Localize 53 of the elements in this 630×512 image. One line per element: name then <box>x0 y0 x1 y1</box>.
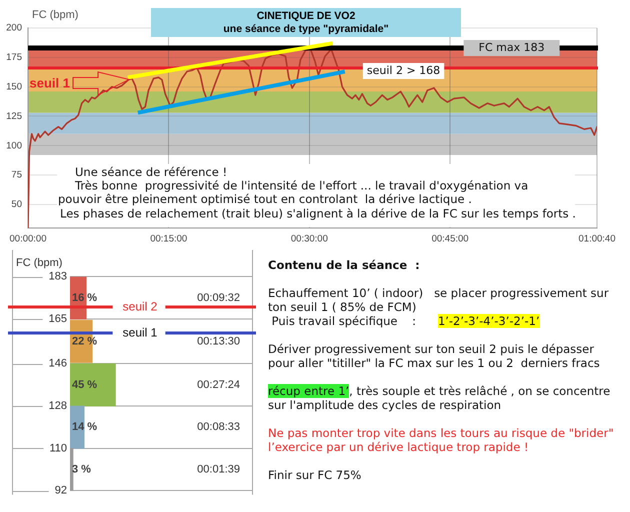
text: Finir sur FC 75% <box>268 468 362 482</box>
annotation: Une séance de référence ! <box>75 164 228 179</box>
x-tick-label: 00:45:00 <box>432 233 469 244</box>
text: sur l'amplitude des cycles de respiration <box>268 398 502 412</box>
ref-line-label: seuil 2 <box>122 299 158 314</box>
y-tick-label: 146 <box>48 358 67 370</box>
x-tick-label: 00:15:00 <box>150 233 188 244</box>
ref-line-label: seuil 1 <box>122 325 158 340</box>
text: 00:01:39 <box>197 464 240 476</box>
text: 00:08:33 <box>197 421 240 434</box>
text: Echauffement 10’ ( indoor) se placer progressivement sur ton seuil 1 ( 85% de FCM) <box>268 286 609 314</box>
annotation: Très bonne progressivité de l'intensité de l'effort ... le travail d'oxygénation va <box>74 178 528 192</box>
ref-line-label: FC max 183 <box>478 40 545 54</box>
y-tick-label: 175 <box>6 52 22 64</box>
text: , très souple et très relâché , on se concentre <box>349 384 610 398</box>
x-tick-label: 00:30:00 <box>290 233 328 244</box>
bar <box>70 363 116 406</box>
annotation: pouvoir être pleinement optimisé tout en controlant la dérive lactique . <box>58 192 472 206</box>
y-tick-label: 128 <box>48 400 67 412</box>
text: 00:09:32 <box>197 292 240 304</box>
text: 1’-2’-3’-4’-3’-2’-1’ <box>438 314 540 328</box>
text: Ne pas monter trop vite dans les tours au risque de "brider" l’exercice par un dérive lactique trop rapide ! <box>268 426 614 454</box>
y-tick-label: 165 <box>48 313 67 326</box>
text: Contenu de la séance : <box>268 258 420 272</box>
ref-line-label: seuil 2 > 168 <box>366 64 440 77</box>
y-tick-label: 92 <box>54 484 67 497</box>
data-label: 14 % <box>72 421 98 434</box>
y-axis-title: FC (bpm) <box>16 257 62 270</box>
chart-title: CINETIQUE DE VO2 <box>256 10 356 22</box>
x-tick-label: 00:00:00 <box>10 233 46 244</box>
y-tick-label: 150 <box>6 81 22 92</box>
y-tick-label: 100 <box>6 140 22 152</box>
text: récup entre 1’ <box>268 384 350 398</box>
data-label: 3 % <box>72 464 92 476</box>
y-tick-label: 183 <box>48 270 67 283</box>
data-label: 45 % <box>72 378 98 391</box>
y-tick-label: 75 <box>11 170 22 181</box>
data-label: 16 % <box>72 292 98 304</box>
y-tick-label: 110 <box>49 442 67 454</box>
text: 00:13:30 <box>197 335 240 348</box>
y-axis-title: FC (bpm) <box>32 9 78 22</box>
y-tick-label: 50 <box>11 199 22 210</box>
annotation: Les phases de relachement (trait bleu) s'alignent à la dérive de la FC sur les temps forts . <box>60 206 576 220</box>
bar <box>70 448 74 491</box>
annotation: seuil 1 <box>30 76 70 91</box>
bar <box>70 406 84 449</box>
text: 00:27:24 <box>197 378 240 391</box>
x-tick-label: 01:00:40 <box>578 233 616 244</box>
y-tick-label: 125 <box>6 110 22 122</box>
y-tick-label: 200 <box>6 22 22 34</box>
chart-subtitle: une séance de type "pyramidale" <box>223 23 389 35</box>
text: Puis travail spécifique : <box>270 314 417 328</box>
text: Dériver progressivement sur ton seuil 2 puis le dépasser pour aller "titiller" la FC max sur les 1 ou 2 derniers fracs <box>268 342 600 370</box>
